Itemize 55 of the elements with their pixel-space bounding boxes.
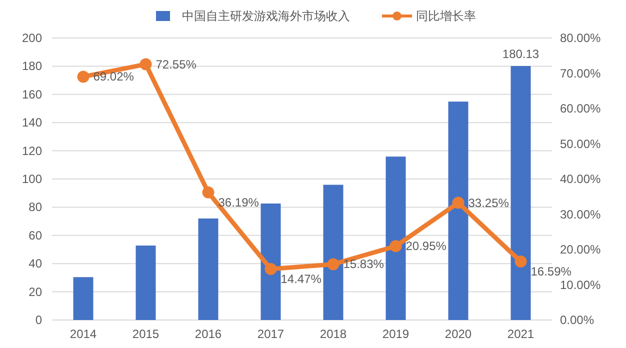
legend-label: 中国自主研发游戏海外市场收入 — [182, 9, 350, 23]
data-label: 15.83% — [343, 257, 384, 272]
point — [390, 240, 402, 252]
data-label: 72.55% — [156, 57, 197, 72]
x-tick-label: 2017 — [257, 327, 284, 341]
bar — [323, 184, 344, 320]
y2-tick-label: 10.00% — [560, 278, 602, 292]
y2-tick-label: 70.00% — [560, 66, 602, 80]
bar — [386, 156, 406, 320]
y-tick-label: 40 — [28, 256, 42, 271]
y-tick-label: 80 — [28, 200, 42, 214]
y2-tick-label: 60.00% — [560, 102, 602, 116]
data-label: 36.19% — [218, 195, 260, 210]
point — [452, 196, 464, 209]
y2-tick-label: 20.00% — [560, 242, 602, 256]
data-label: 33.25% — [468, 196, 510, 210]
legend-label: 同比增长率 — [416, 9, 476, 23]
y-tick-label: 120 — [22, 144, 42, 158]
x-tick-label: 2021 — [507, 327, 534, 341]
x-tick-label: 2016 — [194, 327, 222, 341]
y2-tick-label: 80.00% — [560, 31, 602, 45]
y-tick-label: 60 — [28, 228, 42, 242]
y-tick-label: 180 — [22, 59, 42, 74]
data-label: 69.02% — [93, 70, 134, 84]
point — [327, 258, 340, 270]
data-label: 16.59% — [530, 264, 572, 279]
point — [514, 256, 527, 268]
y-tick-label: 0 — [35, 313, 42, 327]
bar — [510, 66, 531, 320]
x-tick-label: 2018 — [320, 327, 347, 341]
x-tick-label: 2020 — [444, 327, 472, 341]
data-label: 180.13 — [502, 47, 540, 62]
y-tick-label: 200 — [22, 31, 42, 45]
y2-tick-label: 0.00% — [560, 313, 594, 327]
point — [202, 186, 214, 198]
bar — [198, 218, 218, 320]
bar — [73, 277, 94, 320]
y-tick-label: 160 — [22, 87, 42, 102]
x-tick-label: 2019 — [382, 327, 410, 341]
x-tick-label: 2015 — [132, 327, 160, 341]
y2-tick-label: 50.00% — [560, 136, 602, 151]
bar — [448, 102, 468, 320]
point — [77, 70, 90, 83]
y-tick-label: 100 — [22, 172, 42, 186]
y2-tick-label: 40.00% — [560, 172, 602, 186]
point — [264, 262, 277, 275]
y-tick-label: 20 — [28, 284, 42, 299]
data-label: 20.95% — [406, 239, 447, 254]
point — [140, 58, 152, 70]
x-tick-label: 2014 — [70, 327, 97, 341]
data-label: 14.47% — [280, 272, 322, 286]
bar — [260, 204, 281, 320]
y2-tick-label: 30.00% — [560, 207, 602, 222]
y-tick-label: 140 — [22, 116, 42, 130]
bar — [136, 246, 156, 320]
